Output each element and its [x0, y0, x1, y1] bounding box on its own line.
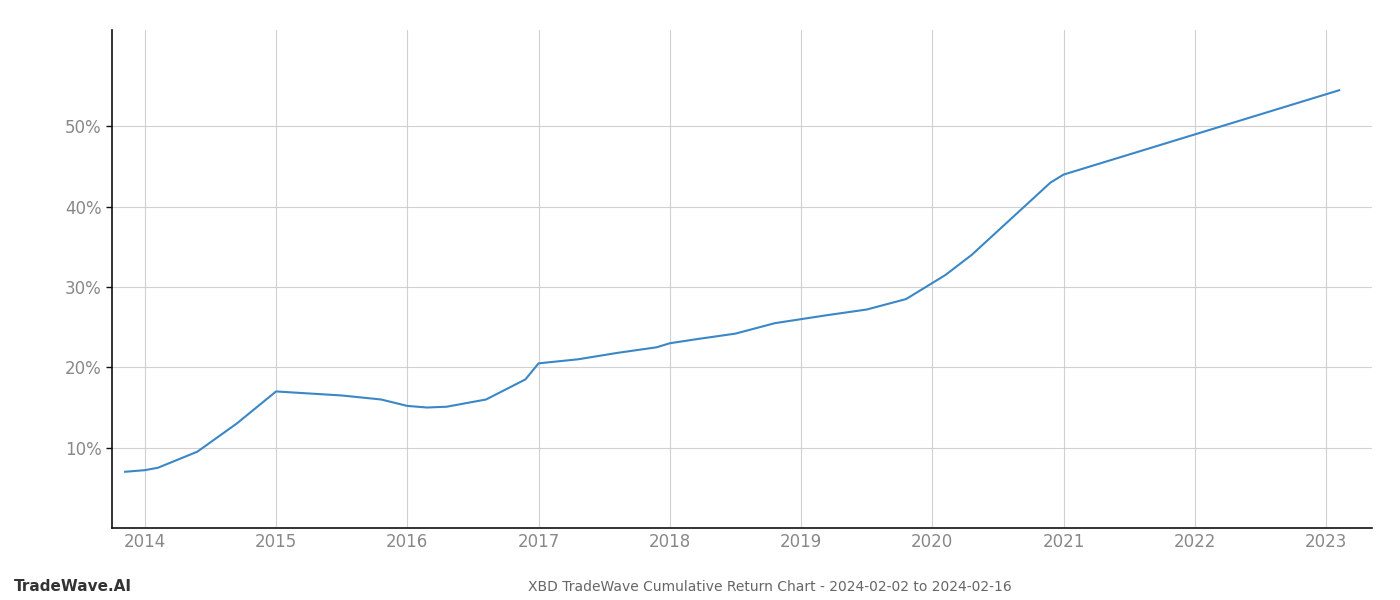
Text: XBD TradeWave Cumulative Return Chart - 2024-02-02 to 2024-02-16: XBD TradeWave Cumulative Return Chart - … — [528, 580, 1012, 594]
Text: TradeWave.AI: TradeWave.AI — [14, 579, 132, 594]
